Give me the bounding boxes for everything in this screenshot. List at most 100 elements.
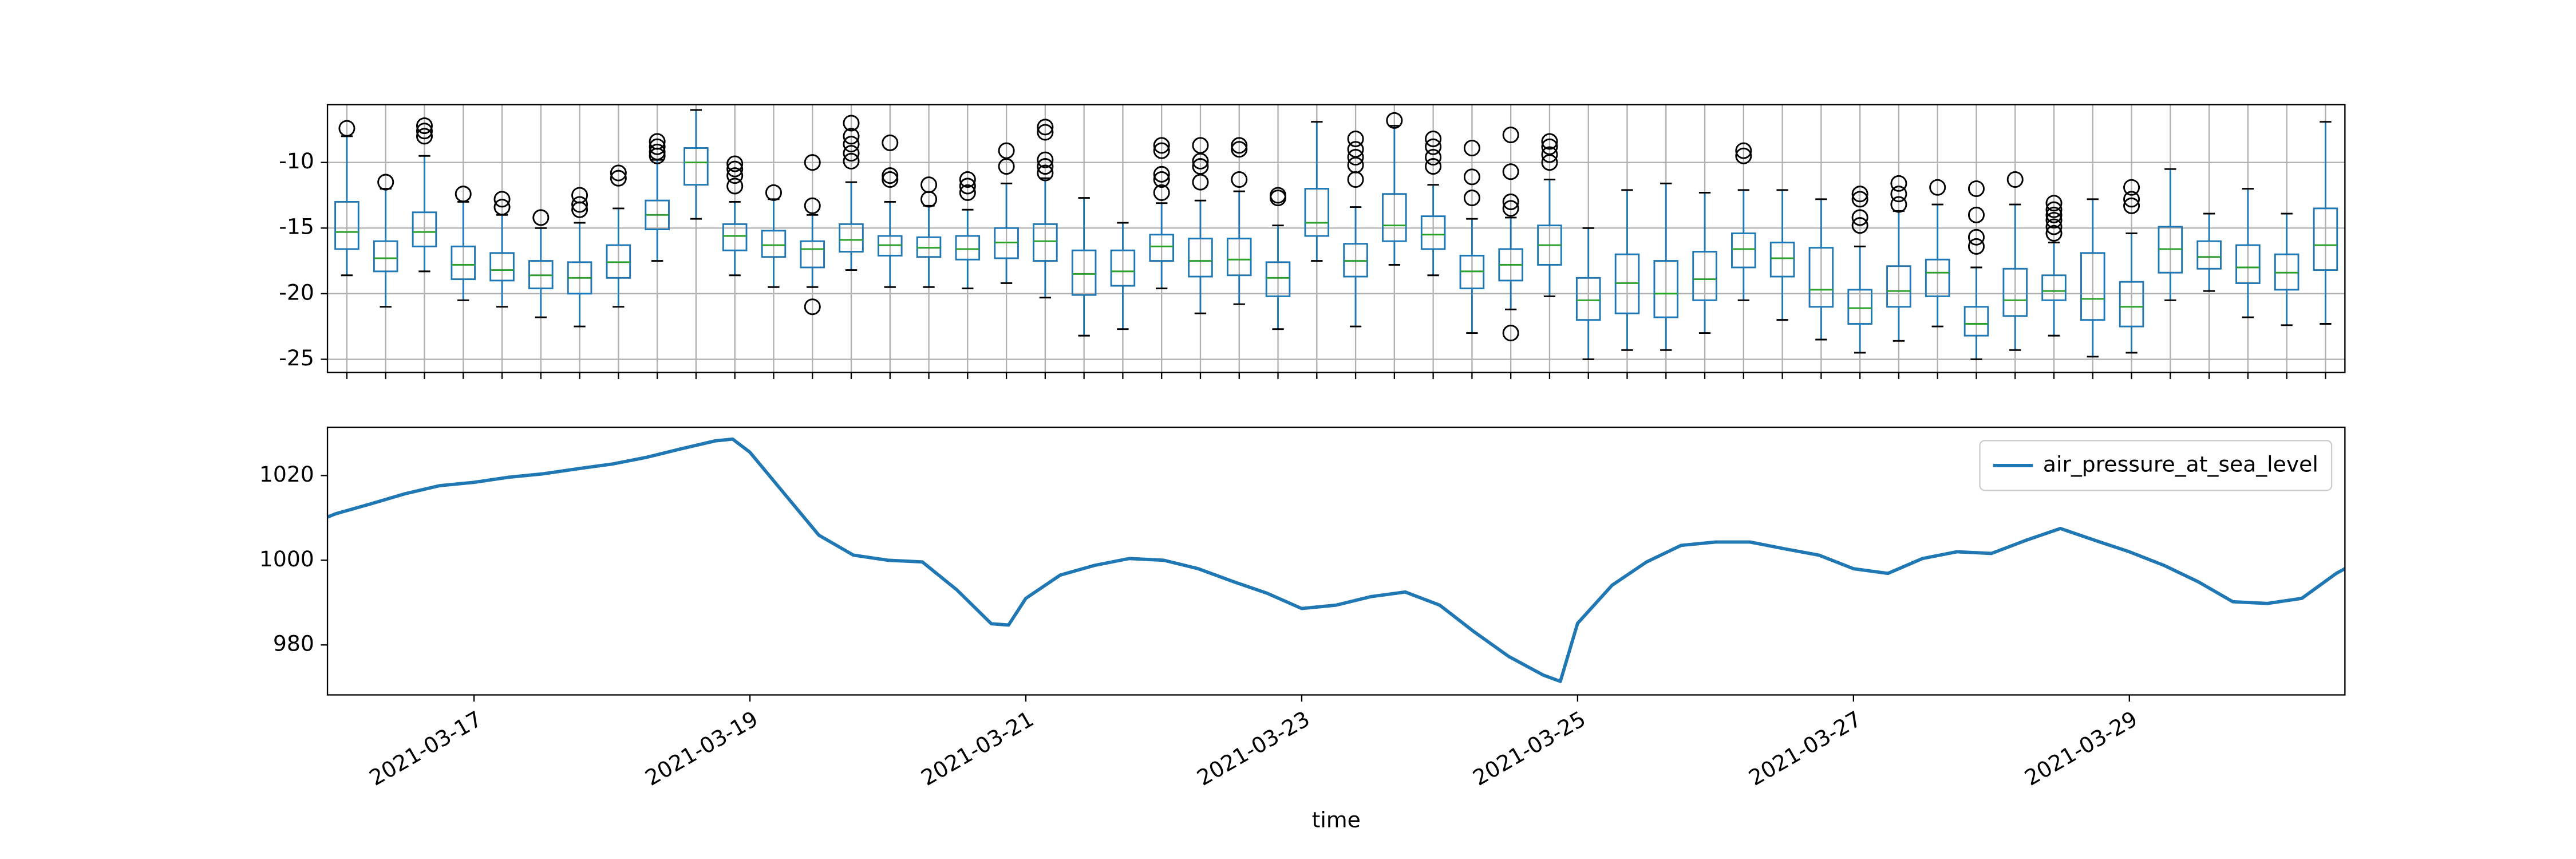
outlier <box>1347 130 1364 147</box>
box <box>1265 187 1291 330</box>
outlier <box>1231 137 1248 154</box>
outlier <box>1463 139 1480 157</box>
outlier <box>843 128 860 145</box>
outlier <box>1851 217 1868 234</box>
box-body <box>1847 289 1872 325</box>
y-tick-label: -15 <box>279 214 314 239</box>
box <box>373 174 398 308</box>
box-body <box>1575 277 1601 321</box>
box-body <box>1110 249 1136 287</box>
box-body <box>489 252 515 282</box>
outlier <box>1386 112 1403 129</box>
outlier <box>1347 171 1364 188</box>
outlier <box>1890 175 1907 192</box>
outlier <box>455 186 472 203</box>
box <box>722 155 748 277</box>
legend-label: air_pressure_at_sea_level <box>2043 451 2318 476</box>
outlier <box>843 152 860 170</box>
box-body <box>1808 247 1834 308</box>
box <box>1692 191 1717 334</box>
outlier <box>726 178 744 195</box>
box <box>2158 168 2183 301</box>
outlier <box>804 298 821 316</box>
box <box>1537 133 1562 297</box>
outlier <box>1735 142 1752 159</box>
outlier <box>649 138 666 155</box>
y-tick-label: 1000 <box>259 546 314 572</box>
box <box>1575 227 1601 360</box>
outlier <box>416 123 433 140</box>
box-body <box>373 240 398 273</box>
box <box>334 120 359 277</box>
outlier <box>2123 197 2140 214</box>
axes-frame <box>326 426 2346 696</box>
outlier <box>804 154 821 171</box>
outlier <box>1037 119 1054 136</box>
outlier <box>1890 196 1907 213</box>
outlier <box>1037 124 1054 141</box>
outlier <box>1502 127 1519 144</box>
outlier <box>2045 195 2063 212</box>
outlier <box>2123 191 2140 208</box>
box <box>1614 189 1640 351</box>
y-tick-label: -25 <box>279 345 314 371</box>
box <box>839 115 864 271</box>
outlier <box>1153 166 1170 183</box>
outlier <box>2045 206 2063 223</box>
box-body <box>412 211 437 247</box>
box <box>2313 121 2338 325</box>
box <box>567 187 592 328</box>
x-axis-label: time <box>1312 807 1361 833</box>
box-body <box>2119 281 2144 328</box>
outlier <box>649 143 666 160</box>
outlier <box>2006 171 2024 188</box>
outlier <box>1967 206 1985 223</box>
box <box>2235 188 2261 318</box>
box <box>761 184 787 288</box>
outlier <box>1347 149 1364 166</box>
outlier <box>1967 228 1985 246</box>
box-body <box>1653 260 1679 318</box>
outlier <box>959 184 976 201</box>
box <box>1304 121 1330 262</box>
box-body <box>2313 207 2338 271</box>
box-body <box>1071 249 1097 296</box>
outlier <box>1425 158 1442 175</box>
box <box>1963 180 1989 360</box>
outlier <box>610 164 627 182</box>
outlier <box>959 178 976 195</box>
outlier <box>843 136 860 153</box>
outlier <box>532 209 550 226</box>
outlier <box>843 145 860 162</box>
outlier <box>920 191 938 208</box>
outlier <box>804 197 821 214</box>
outlier <box>1425 130 1442 147</box>
box <box>916 176 942 288</box>
box <box>1769 189 1795 321</box>
y-tick-label: 980 <box>273 631 314 656</box>
box <box>800 154 825 316</box>
outlier <box>1541 146 1558 163</box>
box-body <box>1769 242 1795 278</box>
box-body <box>334 200 359 250</box>
box <box>606 164 631 308</box>
outlier <box>2045 224 2063 242</box>
box <box>994 142 1019 284</box>
outlier <box>416 128 433 145</box>
box <box>2274 212 2300 326</box>
box <box>1459 139 1485 334</box>
outlier <box>1851 191 1868 208</box>
outlier <box>1502 200 1519 217</box>
box <box>528 209 554 318</box>
box <box>683 109 709 220</box>
box <box>1033 119 1058 299</box>
outlier <box>1153 137 1170 154</box>
outlier <box>416 117 433 135</box>
box <box>1925 179 1950 328</box>
outlier <box>998 158 1015 175</box>
outlier <box>2045 201 2063 218</box>
box <box>1343 130 1368 328</box>
box <box>1886 175 1911 342</box>
outlier <box>571 201 588 218</box>
